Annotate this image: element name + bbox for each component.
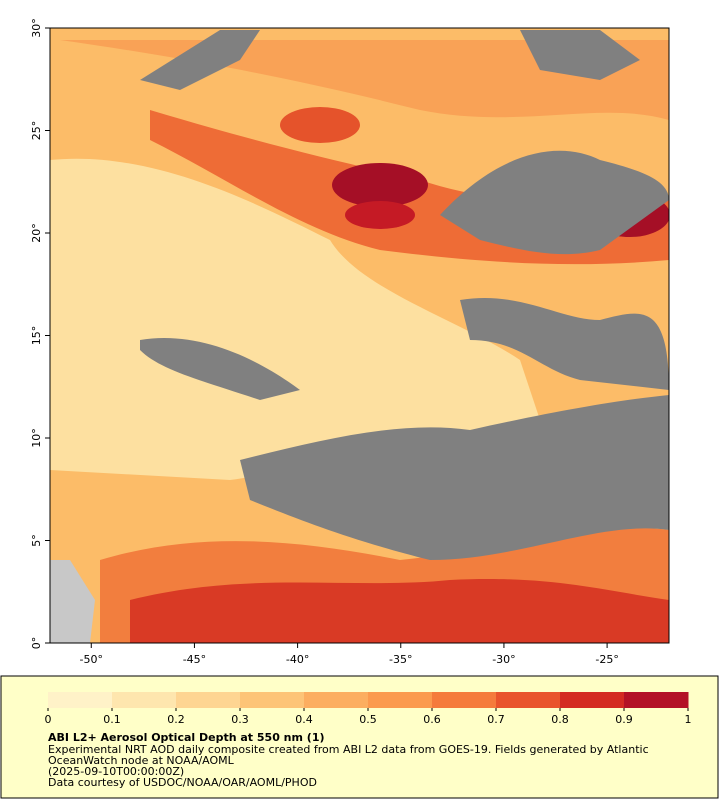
aod-field: [50, 28, 669, 643]
description: OceanWatch node at NOAA/AOML: [48, 754, 235, 767]
colorbar-swatch: [496, 692, 561, 708]
colorbar-tick-label: 0.4: [295, 713, 313, 726]
legend-title: ABI L2+ Aerosol Optical Depth at 550 nm …: [48, 731, 325, 744]
x-tick-label: -30°: [492, 653, 515, 666]
x-tick-label: -45°: [183, 653, 206, 666]
colorbar-tick-label: 0.9: [615, 713, 633, 726]
description: Experimental NRT AOD daily composite cre…: [48, 743, 649, 756]
colorbar-swatch: [560, 692, 625, 708]
colorbar-swatch: [112, 692, 177, 708]
colorbar-swatch: [176, 692, 241, 708]
colorbar-tick-label: 0.3: [231, 713, 249, 726]
colorbar-swatch: [432, 692, 497, 708]
colorbar-tick-label: 0.7: [487, 713, 505, 726]
colorbar-swatch: [624, 692, 689, 708]
y-tick-label: 25°: [30, 121, 43, 141]
y-tick-label: 5°: [30, 534, 43, 547]
colorbar-swatch: [368, 692, 433, 708]
colorbar-swatch: [240, 692, 305, 708]
y-tick-label: 10°: [30, 428, 43, 448]
colorbar-tick-label: 0.1: [103, 713, 121, 726]
y-tick-label: 20°: [30, 223, 43, 243]
colorbar-tick-label: 0: [45, 713, 52, 726]
colorbar-tick-label: 0.6: [423, 713, 441, 726]
x-tick-label: -25°: [595, 653, 618, 666]
colorbar-tick-label: 0.8: [551, 713, 569, 726]
description: (2025-09-10T00:00:00Z): [48, 765, 184, 778]
x-tick-label: -35°: [389, 653, 412, 666]
colorbar-swatch: [48, 692, 113, 708]
colorbar-swatch: [304, 692, 369, 708]
y-tick-label: 30°: [30, 18, 43, 38]
y-tick-label: 0°: [30, 637, 43, 650]
colorbar-tick-label: 1: [685, 713, 692, 726]
description: Data courtesy of USDOC/NOAA/OAR/AOML/PHO…: [48, 776, 317, 789]
x-tick-label: -40°: [286, 653, 309, 666]
y-tick-label: 15°: [30, 326, 43, 346]
colorbar-tick-label: 0.2: [167, 713, 185, 726]
colorbar-tick-label: 0.5: [359, 713, 377, 726]
x-tick-label: -50°: [80, 653, 103, 666]
